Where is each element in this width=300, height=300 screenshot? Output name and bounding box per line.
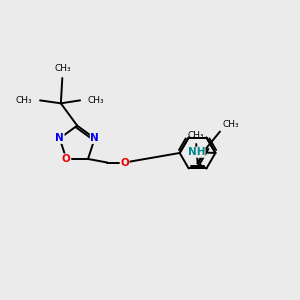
Text: O: O: [62, 154, 71, 164]
Text: CH₃: CH₃: [54, 64, 70, 73]
Text: NH: NH: [188, 147, 205, 157]
Text: O: O: [120, 158, 129, 167]
Text: N: N: [90, 134, 99, 143]
Text: CH₃: CH₃: [16, 96, 33, 105]
Text: CH₃: CH₃: [188, 131, 205, 140]
Text: N: N: [55, 134, 64, 143]
Text: CH₃: CH₃: [223, 120, 240, 129]
Text: CH₃: CH₃: [88, 96, 104, 105]
